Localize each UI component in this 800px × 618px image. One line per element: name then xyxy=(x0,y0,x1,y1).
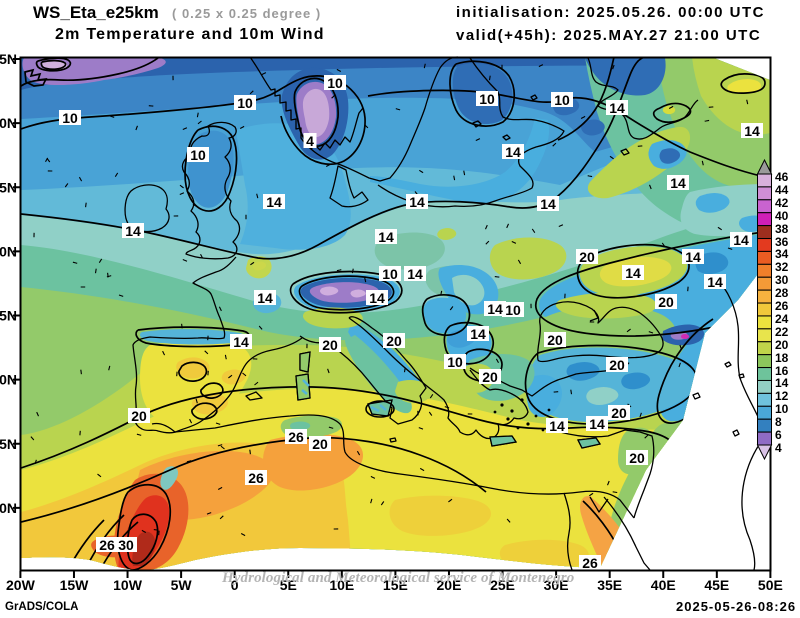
svg-text:18: 18 xyxy=(775,351,789,365)
svg-text:22: 22 xyxy=(775,325,789,339)
svg-text:20: 20 xyxy=(609,357,625,373)
svg-text:4: 4 xyxy=(775,441,782,455)
svg-text:30N: 30N xyxy=(0,500,17,516)
svg-text:14: 14 xyxy=(540,196,556,212)
svg-text:65N: 65N xyxy=(0,51,17,67)
svg-text:46: 46 xyxy=(775,170,789,184)
svg-text:20: 20 xyxy=(322,337,338,353)
svg-text:10: 10 xyxy=(479,91,495,107)
svg-text:44: 44 xyxy=(775,183,789,197)
svg-text:35N: 35N xyxy=(0,436,17,452)
svg-text:15W: 15W xyxy=(60,577,90,593)
svg-text:14: 14 xyxy=(470,326,486,342)
svg-text:20: 20 xyxy=(131,408,147,424)
svg-text:10: 10 xyxy=(447,354,463,370)
svg-text:14: 14 xyxy=(369,290,385,306)
svg-text:14: 14 xyxy=(487,301,503,317)
svg-text:20W: 20W xyxy=(6,577,36,593)
svg-text:20: 20 xyxy=(611,405,627,421)
svg-text:40N: 40N xyxy=(0,372,17,388)
svg-text:14: 14 xyxy=(257,290,273,306)
svg-text:0: 0 xyxy=(231,577,239,593)
svg-text:14: 14 xyxy=(775,376,789,390)
svg-text:10: 10 xyxy=(237,95,253,111)
svg-text:32: 32 xyxy=(775,260,789,274)
svg-text:36: 36 xyxy=(775,235,789,249)
svg-text:12: 12 xyxy=(775,389,789,403)
svg-text:50N: 50N xyxy=(0,243,17,259)
svg-text:45E: 45E xyxy=(704,577,729,593)
svg-text:20: 20 xyxy=(482,369,498,385)
svg-text:10W: 10W xyxy=(113,577,143,593)
svg-text:20: 20 xyxy=(579,249,595,265)
svg-text:14: 14 xyxy=(266,194,282,210)
svg-text:26: 26 xyxy=(99,537,115,553)
svg-text:14: 14 xyxy=(409,194,425,210)
svg-text:30: 30 xyxy=(118,537,134,553)
svg-text:20E: 20E xyxy=(437,577,462,593)
svg-text:26: 26 xyxy=(248,470,264,486)
svg-text:14: 14 xyxy=(609,100,625,116)
svg-text:25E: 25E xyxy=(490,577,515,593)
svg-text:10: 10 xyxy=(190,147,206,163)
svg-text:14: 14 xyxy=(589,416,605,432)
svg-text:4: 4 xyxy=(306,133,314,149)
svg-text:60N: 60N xyxy=(0,115,17,131)
svg-text:45N: 45N xyxy=(0,308,17,324)
svg-text:14: 14 xyxy=(233,334,249,350)
svg-text:35E: 35E xyxy=(597,577,622,593)
svg-text:8: 8 xyxy=(775,415,782,429)
svg-text:15E: 15E xyxy=(383,577,408,593)
svg-text:10: 10 xyxy=(382,266,398,282)
svg-text:6: 6 xyxy=(775,428,782,442)
svg-text:26: 26 xyxy=(288,429,304,445)
svg-text:24: 24 xyxy=(775,312,789,326)
svg-text:14: 14 xyxy=(733,232,749,248)
svg-text:20: 20 xyxy=(547,332,563,348)
svg-text:10: 10 xyxy=(62,110,78,126)
svg-text:30E: 30E xyxy=(544,577,569,593)
svg-text:20: 20 xyxy=(312,436,328,452)
svg-text:14: 14 xyxy=(407,266,423,282)
svg-text:14: 14 xyxy=(707,274,723,290)
svg-text:5E: 5E xyxy=(280,577,297,593)
svg-text:38: 38 xyxy=(775,222,789,236)
svg-text:14: 14 xyxy=(625,265,641,281)
svg-text:50E: 50E xyxy=(758,577,783,593)
svg-text:10: 10 xyxy=(505,302,521,318)
svg-text:28: 28 xyxy=(775,286,789,300)
svg-text:20: 20 xyxy=(658,294,674,310)
svg-text:14: 14 xyxy=(505,144,521,160)
svg-text:14: 14 xyxy=(685,249,701,265)
svg-text:20: 20 xyxy=(629,450,645,466)
svg-text:16: 16 xyxy=(775,364,789,378)
svg-text:55N: 55N xyxy=(0,179,17,195)
svg-text:30: 30 xyxy=(775,273,789,287)
svg-text:20: 20 xyxy=(386,333,402,349)
svg-text:26: 26 xyxy=(582,555,598,571)
svg-text:40: 40 xyxy=(775,209,789,223)
svg-text:14: 14 xyxy=(744,123,760,139)
svg-text:42: 42 xyxy=(775,196,789,210)
svg-text:34: 34 xyxy=(775,247,789,261)
svg-text:10E: 10E xyxy=(329,577,354,593)
svg-text:40E: 40E xyxy=(651,577,676,593)
svg-text:10: 10 xyxy=(554,92,570,108)
svg-text:5W: 5W xyxy=(171,577,193,593)
svg-text:26: 26 xyxy=(775,299,789,313)
svg-text:14: 14 xyxy=(670,175,686,191)
svg-text:20: 20 xyxy=(775,338,789,352)
svg-text:10: 10 xyxy=(327,75,343,91)
svg-text:14: 14 xyxy=(549,418,565,434)
svg-text:14: 14 xyxy=(378,229,394,245)
svg-text:14: 14 xyxy=(125,223,141,239)
svg-text:10: 10 xyxy=(775,402,789,416)
